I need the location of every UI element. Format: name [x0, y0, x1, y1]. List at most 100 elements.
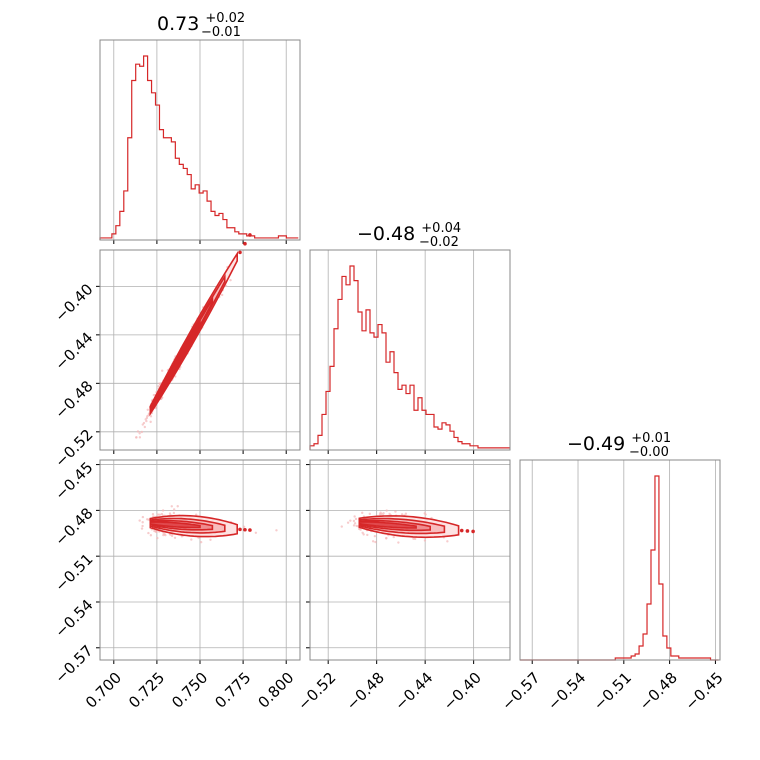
x2-2: −0.44	[391, 669, 436, 714]
panel-3-2	[306, 460, 510, 664]
panel-3-1-tail-point	[238, 527, 242, 532]
panel-3-1-point	[156, 536, 159, 540]
panels-layer	[96, 39, 721, 664]
panel-3-1-contour-3	[149, 521, 201, 529]
panel-3-2-tail-point	[459, 528, 464, 533]
x1-3: 0.775	[211, 669, 254, 712]
panel-3-1-point	[149, 534, 153, 537]
x3-1: −0.54	[544, 669, 589, 714]
panel-2-1-tail-point	[248, 233, 252, 237]
x3-3: −0.48	[636, 669, 681, 714]
panel-3-2-point	[374, 540, 377, 544]
panel-3-3-border	[519, 459, 721, 661]
panel-3-3	[520, 460, 720, 664]
panel-3-2-point	[349, 519, 352, 522]
panel-3-1-point	[145, 518, 149, 521]
panel-2-1-point	[140, 430, 144, 434]
panel-1-title-plus: +0.02	[205, 11, 245, 26]
panel-3-1-point	[151, 512, 155, 516]
panel-3-2-point	[340, 525, 343, 528]
panel-3-1-point	[156, 513, 160, 516]
panel-3-2-point	[371, 540, 375, 543]
panel-2-1-point	[146, 408, 149, 411]
panel-3-1-tail-point	[243, 527, 247, 532]
panel-3-1-point	[147, 531, 150, 535]
panel-3-2-point	[354, 517, 358, 521]
panel-3-1-point	[173, 536, 177, 539]
panel-3-2-point	[404, 512, 408, 515]
panel-2-1-point	[152, 393, 156, 397]
panel-1-title-minus: −0.01	[201, 25, 241, 40]
panel-1-1-border	[99, 39, 301, 241]
y2-3: −0.52	[51, 426, 96, 471]
y2-0: −0.40	[51, 280, 96, 325]
panel-3-2-point	[378, 512, 382, 516]
panel-2-1-point	[142, 421, 146, 425]
panel-3-2-point	[373, 534, 377, 538]
panel-2-1-tail-point	[243, 241, 247, 246]
panel-3-1-point	[172, 508, 176, 511]
panel-3-2-point	[397, 541, 400, 544]
panel-3-2-contour-3	[358, 521, 417, 529]
panel-3-2-point	[353, 515, 356, 518]
panel-3-2-point	[392, 535, 395, 539]
panel-2-1-point	[149, 420, 152, 424]
x3-0: −0.57	[498, 669, 543, 714]
panel-3-2-point	[368, 512, 371, 516]
panel-3-1-border	[99, 459, 301, 661]
panel-3-1-point	[170, 505, 173, 508]
panel-3-2-point	[361, 511, 364, 515]
panel-2-1-point	[144, 418, 147, 421]
panel-3-1-point	[141, 524, 144, 528]
y2-2: −0.48	[51, 377, 96, 422]
y3-4: −0.57	[51, 642, 96, 687]
panel-2-2-histogram	[309, 265, 510, 450]
panel-2-1-contour-3	[149, 319, 201, 414]
panel-3-2-point	[400, 513, 404, 516]
panel-3-1-point	[161, 509, 165, 512]
panel-2-1-point	[220, 293, 224, 297]
panel-2-2-bg	[310, 250, 510, 450]
panel-2-title-value: −0.48	[357, 223, 415, 245]
panel-3-1-point	[168, 512, 172, 515]
x2-1: −0.48	[343, 669, 388, 714]
panel-3-2-point	[394, 510, 397, 513]
panel-2-1-point	[138, 432, 141, 435]
panel-3-3-bg	[520, 460, 720, 660]
panel-3-1-point	[209, 538, 212, 542]
panel-3-1-tail-point	[248, 528, 252, 532]
x3-4: −0.45	[682, 669, 727, 714]
panel-3-1	[96, 460, 300, 664]
panel-3-title-plus: +0.01	[631, 431, 671, 446]
y3-3: −0.54	[51, 596, 96, 641]
panel-2-1-point	[135, 436, 138, 439]
panel-3-1-point	[176, 505, 179, 508]
x1-2: 0.750	[168, 669, 211, 712]
panel-2-1-point	[143, 425, 147, 429]
panel-3-title-minus: −0.00	[629, 445, 669, 460]
panel-3-2-point	[385, 537, 388, 540]
panel-3-1-point	[254, 531, 258, 534]
panel-3-1-point	[199, 540, 203, 544]
panel-3-2-point	[382, 512, 385, 515]
panel-3-1-point	[162, 533, 165, 537]
x1-4: 0.800	[254, 669, 297, 712]
panel-2-title: −0.48 +0.04	[357, 221, 461, 245]
panel-3-1-point	[158, 513, 161, 516]
panel-3-2-point	[423, 512, 426, 515]
panel-3-1-point	[141, 521, 144, 524]
panel-3-1-point	[138, 519, 141, 522]
panel-3-2-point	[352, 524, 356, 527]
panel-2-title-plus: +0.04	[421, 221, 461, 236]
panel-2-1-point	[229, 278, 232, 282]
panel-3-1-point	[172, 511, 176, 515]
panel-2-2-border	[309, 249, 511, 451]
panel-3-2-point	[352, 519, 356, 523]
panel-2-1-point	[138, 436, 142, 439]
panel-3-2-bg	[310, 460, 510, 660]
panel-3-2-point	[355, 524, 358, 528]
y3-2: −0.51	[51, 550, 96, 595]
panel-3-2-point	[423, 539, 427, 542]
panel-2-1-point	[147, 414, 150, 417]
